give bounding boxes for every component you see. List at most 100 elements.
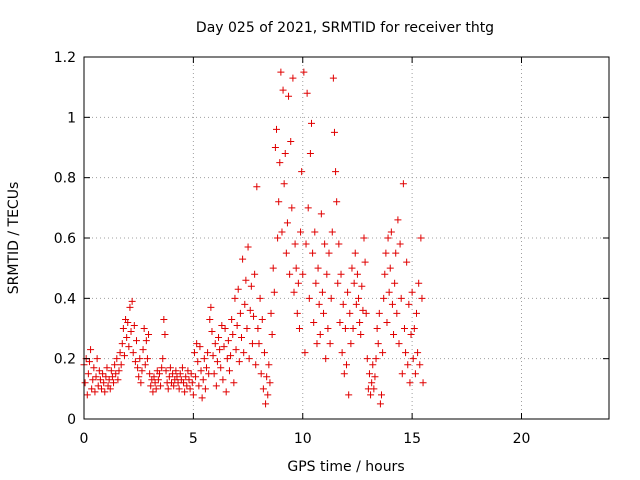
data-point	[355, 294, 363, 302]
data-point	[317, 210, 325, 218]
data-point	[199, 376, 207, 384]
data-point	[372, 355, 380, 363]
data-point	[210, 370, 218, 378]
data-point	[125, 343, 133, 351]
axis-ticks	[83, 56, 609, 420]
x-tick-labels: 0 5 10 15 20	[80, 431, 531, 447]
data-point	[274, 234, 282, 242]
data-point	[201, 385, 209, 393]
data-point	[252, 361, 260, 369]
data-point	[129, 349, 137, 357]
data-point	[108, 373, 116, 381]
data-point	[123, 334, 131, 342]
data-point	[98, 385, 105, 393]
data-point	[197, 367, 205, 375]
data-point	[155, 370, 163, 378]
data-point	[232, 346, 240, 354]
data-point	[297, 228, 305, 236]
data-point	[339, 300, 347, 308]
data-point	[346, 309, 354, 317]
data-point	[170, 382, 178, 390]
data-point	[332, 168, 340, 176]
data-point	[124, 318, 132, 326]
data-point	[303, 89, 311, 97]
data-point	[90, 364, 98, 372]
data-point	[158, 364, 166, 372]
data-point	[273, 125, 280, 133]
data-point	[161, 331, 169, 339]
data-point	[187, 370, 195, 378]
data-point	[243, 325, 251, 332]
data-point	[326, 340, 334, 348]
data-point	[356, 318, 364, 326]
data-point	[215, 334, 223, 342]
data-point	[344, 288, 352, 296]
data-point	[327, 294, 335, 302]
data-point	[212, 382, 220, 390]
data-point	[370, 385, 378, 393]
data-point	[238, 334, 245, 342]
data-point	[320, 309, 328, 317]
data-point	[204, 349, 212, 357]
data-point	[288, 204, 296, 212]
data-point	[330, 128, 338, 136]
data-point	[368, 379, 376, 387]
data-point	[266, 379, 274, 387]
data-point	[147, 382, 155, 390]
data-point	[218, 321, 226, 329]
data-point	[411, 370, 419, 378]
data-point	[286, 270, 294, 278]
data-point	[348, 264, 356, 272]
data-point	[130, 321, 138, 329]
data-point	[190, 349, 198, 357]
data-point	[176, 370, 184, 378]
y-tick-label: 0	[67, 412, 76, 428]
data-point	[113, 355, 121, 363]
data-point	[338, 349, 346, 357]
data-point	[293, 309, 301, 317]
data-point	[416, 361, 424, 369]
data-point	[135, 373, 143, 381]
data-point	[241, 300, 249, 308]
data-point	[406, 379, 414, 387]
data-point	[398, 370, 406, 378]
data-point	[268, 331, 276, 339]
data-point	[358, 282, 366, 290]
data-point	[242, 276, 250, 284]
data-point	[335, 240, 343, 248]
data-point	[88, 385, 96, 393]
data-point	[391, 279, 399, 287]
data-point	[365, 370, 373, 378]
data-point	[408, 288, 416, 296]
data-point	[100, 379, 108, 387]
data-point	[257, 370, 265, 378]
data-point	[175, 385, 183, 393]
data-point	[256, 294, 264, 302]
data-point	[321, 240, 329, 248]
data-point	[351, 249, 359, 257]
data-point	[240, 349, 248, 357]
data-point	[315, 300, 323, 308]
data-point	[363, 355, 371, 363]
data-point	[413, 309, 420, 317]
data-point	[308, 119, 315, 127]
data-point	[136, 355, 144, 363]
data-point	[221, 325, 229, 332]
data-point	[384, 234, 392, 242]
data-point	[349, 325, 357, 332]
data-point	[247, 282, 255, 290]
data-point	[352, 300, 360, 308]
data-point	[245, 355, 253, 363]
grid-lines	[84, 57, 609, 419]
data-point	[116, 349, 124, 357]
y-tick-label: 0.6	[54, 231, 76, 247]
data-point	[169, 370, 177, 378]
data-point	[235, 358, 243, 366]
data-point	[336, 318, 344, 326]
data-point	[353, 270, 361, 278]
data-point	[275, 198, 283, 206]
x-tick-label: 10	[294, 431, 312, 447]
data-point	[291, 240, 299, 248]
data-point	[409, 355, 417, 363]
data-point	[231, 294, 239, 302]
